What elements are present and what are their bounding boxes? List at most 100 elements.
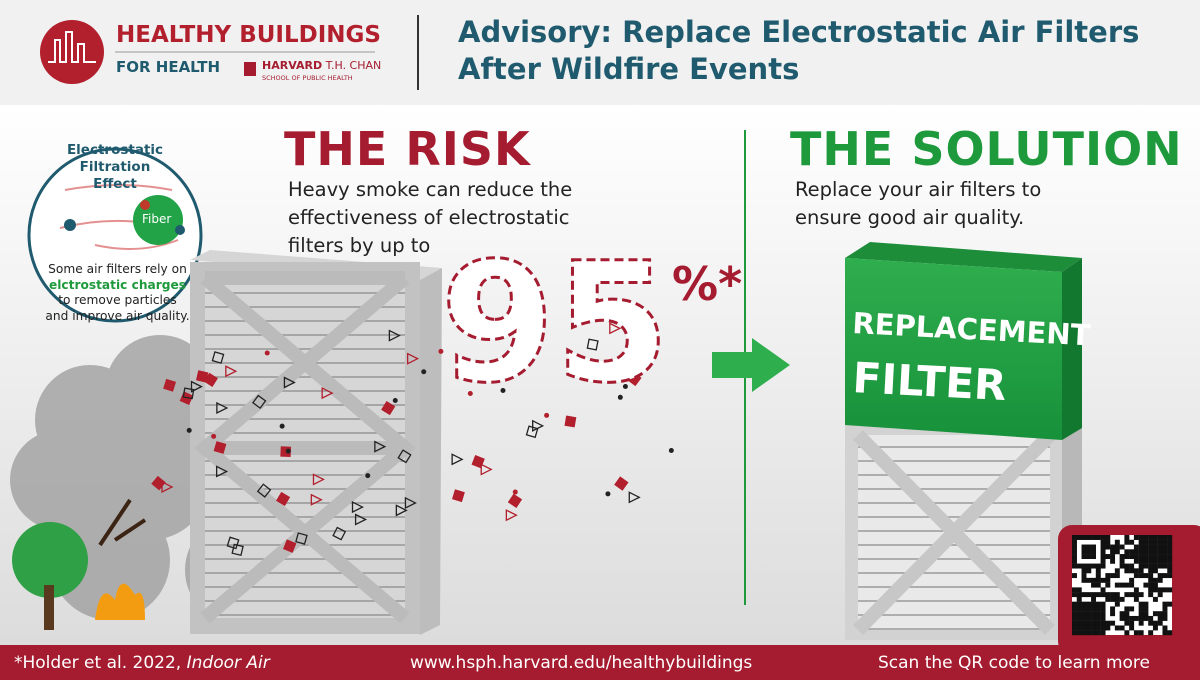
- particle: [295, 532, 308, 545]
- qr-cell: [1157, 587, 1163, 593]
- qr-cell: [1129, 582, 1135, 588]
- qr-cell: [1133, 587, 1139, 593]
- logo-skyline: [48, 31, 96, 63]
- qr-cell: [1095, 582, 1101, 588]
- citation: *Holder et al. 2022, Indoor Air: [14, 653, 270, 673]
- particle: [614, 476, 629, 491]
- qr-cell: [1100, 558, 1106, 564]
- illustration: 95 %* REPLACEMENT FILTER: [0, 0, 1200, 645]
- qr-cell: [1162, 558, 1168, 564]
- particle: [500, 387, 506, 393]
- qr-cell: [1152, 625, 1158, 631]
- qr-cell: [1162, 549, 1168, 555]
- new-filter-top: [845, 242, 1082, 272]
- qr-cell: [1086, 568, 1092, 574]
- particle: [225, 365, 238, 378]
- inset-title-line: Electrostatic: [66, 142, 164, 158]
- qr-cell: [1081, 568, 1087, 574]
- qr-cell: [1138, 568, 1144, 574]
- harvard: HARVARD T.H. CHAN: [262, 59, 381, 72]
- qr-cell: [1124, 582, 1130, 588]
- qr-cell: [1152, 549, 1158, 555]
- qr-cell: [1081, 544, 1087, 550]
- qr-cell: [1105, 577, 1111, 583]
- qr-cell: [1072, 587, 1077, 593]
- particle: [628, 491, 641, 504]
- qr-cell: [1091, 615, 1097, 621]
- qr-cell: [1086, 554, 1092, 560]
- particle: [617, 394, 623, 400]
- qr-cell: [1133, 615, 1139, 621]
- qr-cell: [1114, 539, 1120, 545]
- particle: [586, 338, 599, 351]
- qr-cell: [1072, 539, 1077, 545]
- qr-cell: [1129, 539, 1135, 545]
- qr-cell: [1138, 615, 1144, 621]
- qr-cell: [1091, 582, 1097, 588]
- qr-cell: [1152, 558, 1158, 564]
- qr-cell: [1143, 611, 1149, 617]
- fire: [95, 583, 145, 620]
- qr-cell: [1072, 606, 1077, 612]
- qr-cell: [1162, 539, 1168, 545]
- qr-cell: [1138, 558, 1144, 564]
- qr-cell: [1152, 535, 1158, 540]
- particle: [596, 308, 602, 314]
- qr-cell: [1119, 615, 1125, 621]
- qr-cell: [1114, 582, 1120, 588]
- particle: [622, 384, 628, 390]
- qr-cell: [1157, 539, 1163, 545]
- qr-cell: [1086, 577, 1092, 583]
- qr-cell: [1076, 620, 1082, 626]
- qr-cell: [1148, 558, 1154, 564]
- qr-cell: [1148, 582, 1154, 588]
- qr-cell: [1138, 601, 1144, 607]
- qr-cell: [1133, 592, 1139, 598]
- qr-cell: [1129, 577, 1135, 583]
- qr-cell: [1105, 620, 1111, 626]
- footer: *Holder et al. 2022, Indoor Air www.hsph…: [0, 645, 1200, 680]
- qr-cell: [1095, 620, 1101, 626]
- particle: [213, 441, 227, 454]
- qr-cell: [1086, 620, 1092, 626]
- qr-cell: [1133, 554, 1139, 560]
- qr-cell: [1114, 625, 1120, 631]
- qr-cell: [1129, 563, 1135, 569]
- qr-cell: [1105, 535, 1111, 540]
- qr-cell: [1119, 596, 1125, 602]
- qr-cell: [1124, 615, 1130, 621]
- qr-cell: [1091, 601, 1097, 607]
- filter-side: [420, 268, 442, 635]
- qr-cell: [1072, 535, 1077, 540]
- qr-cell: [1167, 558, 1173, 564]
- qr-cell: [1100, 587, 1106, 593]
- particle: [186, 427, 192, 433]
- qr-cell: [1133, 535, 1139, 540]
- qr-cell: [1081, 577, 1087, 583]
- qr-cell: [1076, 615, 1082, 621]
- qr-cell: [1095, 568, 1101, 574]
- qr-cell: [1072, 620, 1077, 626]
- qr-cell: [1148, 535, 1154, 540]
- qr-cell: [1095, 577, 1101, 583]
- qr-cell: [1138, 554, 1144, 560]
- citation-text: *Holder et al. 2022,: [14, 653, 182, 673]
- qr-cell: [1143, 573, 1149, 579]
- particle: [493, 365, 504, 377]
- qr-cell: [1110, 558, 1116, 564]
- particle: [480, 463, 493, 476]
- qr-cell: [1086, 630, 1092, 636]
- qr-cell: [1076, 596, 1082, 602]
- qr-cell: [1076, 535, 1082, 540]
- qr-cell: [1124, 563, 1130, 569]
- qr-cell: [1152, 596, 1158, 602]
- fiber-label: Fiber: [142, 212, 172, 226]
- qr-cell: [1091, 592, 1097, 598]
- qr-cell: [1105, 539, 1111, 545]
- qr-cell: [1086, 535, 1092, 540]
- particle: [392, 397, 398, 403]
- qr-cell: [1091, 549, 1097, 555]
- qr-cell: [1105, 625, 1111, 631]
- particle: [351, 501, 364, 514]
